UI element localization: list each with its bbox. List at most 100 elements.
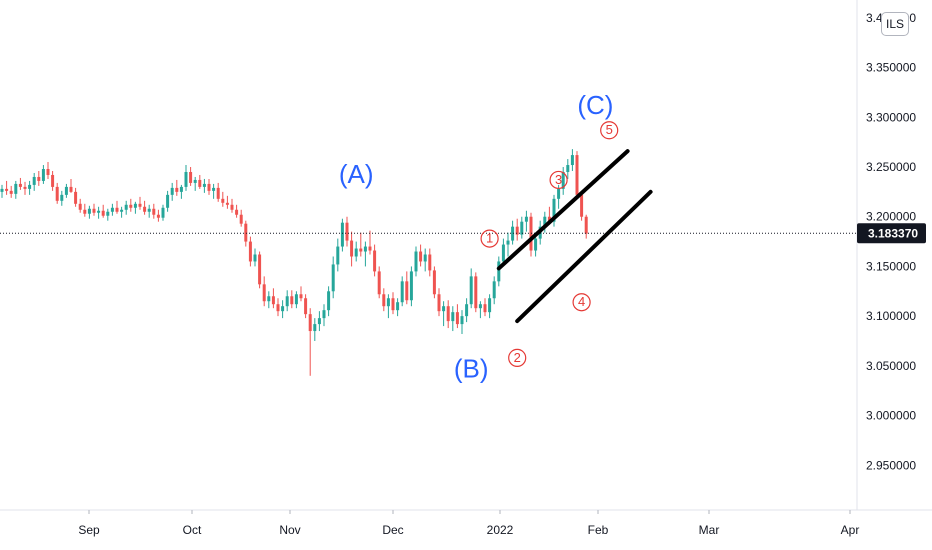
candle [221, 191, 225, 207]
candle [469, 268, 473, 309]
candle-body [202, 183, 206, 187]
candle-body [271, 296, 275, 305]
candle-body [469, 276, 473, 305]
candle [363, 241, 367, 267]
candle [281, 300, 285, 319]
candle-body [534, 238, 538, 251]
candle-body [0, 188, 4, 192]
wave-label-circle [508, 348, 527, 367]
candle-body [78, 203, 82, 210]
channel-trend-line[interactable] [515, 189, 653, 324]
candle-body [170, 187, 174, 195]
candle-body [41, 169, 45, 181]
candle [386, 294, 390, 319]
candle [115, 200, 119, 214]
candle-body [147, 208, 151, 212]
candle [308, 308, 312, 376]
candle-body [580, 194, 584, 217]
candle-body [492, 281, 496, 299]
candle [455, 304, 459, 329]
candle-body [230, 204, 234, 210]
candle [515, 218, 519, 241]
x-axis-ticks[interactable]: Sep Oct Nov Dec 2022 Feb Mar Apr [78, 510, 859, 537]
candle [9, 185, 13, 198]
candle-body [483, 304, 487, 313]
candle [51, 170, 55, 191]
candle-body [391, 298, 395, 311]
last-price-tag: 3.183370 [857, 223, 926, 244]
candle-body [152, 208, 156, 215]
candle-body [290, 296, 294, 305]
candle [497, 256, 501, 287]
candle [442, 301, 446, 327]
channel-trend-line[interactable] [496, 149, 630, 271]
candle [566, 159, 570, 179]
candle [193, 176, 197, 191]
candle [37, 170, 41, 186]
y-tick-label: 3.300000 [866, 110, 916, 124]
candle [584, 214, 588, 239]
candle-body [428, 254, 432, 271]
candle [382, 288, 386, 312]
wave-label-circle [572, 293, 591, 312]
currency-badge[interactable]: ILS [881, 12, 909, 36]
candle [69, 178, 73, 193]
candle-body [28, 184, 32, 189]
candles-layer [0, 149, 588, 376]
candle-body [350, 240, 354, 257]
candle [575, 151, 579, 199]
wave-label-number: 4 [578, 294, 585, 309]
candle-body [83, 209, 87, 214]
y-tick-label: 3.000000 [866, 409, 916, 423]
candle [336, 238, 340, 272]
candle [520, 216, 524, 239]
candle-body [120, 209, 124, 212]
candle-body [37, 176, 41, 181]
wave-label-number: 5 [606, 122, 613, 137]
candle-body [285, 296, 289, 307]
candle [483, 298, 487, 317]
candle [55, 182, 59, 204]
candle-body [253, 254, 257, 262]
wave-label-minor: 5 [600, 121, 619, 140]
candle-body [423, 254, 427, 262]
candle [244, 220, 248, 247]
candle-body [51, 174, 55, 187]
candle-body [212, 187, 216, 191]
candle [359, 232, 363, 257]
candle [78, 198, 82, 213]
candle-body [432, 270, 436, 295]
candle [322, 304, 326, 327]
candle [212, 183, 216, 199]
candle-body [32, 176, 36, 185]
candle-body [561, 171, 565, 189]
candle-body [336, 246, 340, 265]
candle [267, 291, 271, 309]
candle [230, 198, 234, 213]
candle-body [87, 208, 91, 214]
candle [92, 203, 96, 216]
candle [28, 180, 32, 195]
candle [368, 230, 372, 255]
candle [225, 195, 229, 209]
candle [354, 241, 358, 262]
y-tick-label: 3.050000 [866, 359, 916, 373]
candle [340, 218, 344, 252]
candle-body [497, 261, 501, 282]
candle [202, 178, 206, 193]
candle-body [115, 207, 119, 212]
candle-body [331, 264, 335, 292]
candle [423, 248, 427, 272]
candle-body [474, 276, 478, 309]
candle [235, 204, 239, 218]
candle-body [60, 194, 64, 201]
candle-body [520, 221, 524, 235]
candle [400, 276, 404, 307]
candle-body [5, 188, 9, 191]
wave-label-major: (B) [454, 354, 489, 384]
y-axis-ticks[interactable]: 3.4000003.3500003.3000003.2500003.200000… [866, 11, 916, 472]
candle-body [543, 216, 547, 227]
candle-body [313, 324, 317, 332]
candle-body [373, 250, 377, 272]
